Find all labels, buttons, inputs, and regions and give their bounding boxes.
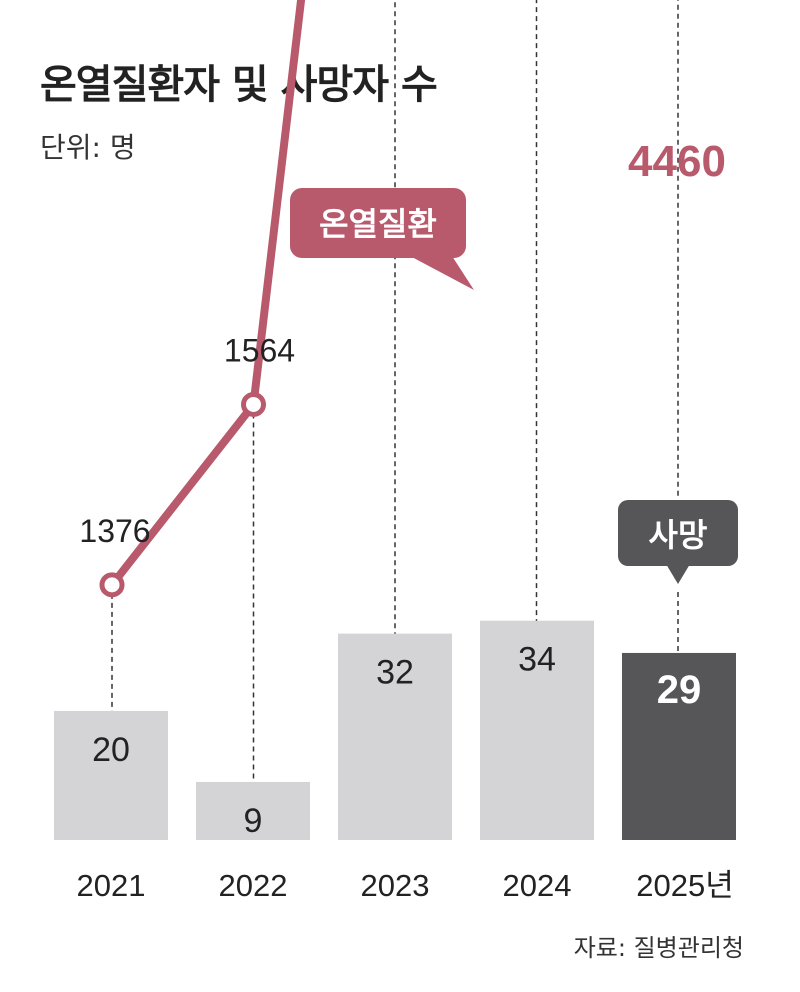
bar-2023 bbox=[338, 633, 452, 840]
category-label: 2021 bbox=[77, 868, 146, 903]
line-series-name: 온열질환 bbox=[319, 205, 437, 243]
bars-layer bbox=[54, 620, 736, 840]
category-label: 2025년 bbox=[636, 868, 733, 903]
bar-series-name: 사망 bbox=[649, 516, 708, 554]
bar-2021 bbox=[54, 711, 168, 840]
callout-pointer bbox=[666, 564, 690, 584]
source-note: 자료: 질병관리청 bbox=[573, 934, 744, 962]
category-label: 2022 bbox=[219, 868, 288, 903]
bar-value-label: 20 bbox=[92, 731, 130, 769]
guide-lines bbox=[111, 0, 679, 782]
chart-title: 온열질환자 및 사망자 수 bbox=[40, 62, 438, 108]
category-label: 2024 bbox=[503, 868, 572, 903]
line-value-label: 1376 bbox=[79, 513, 150, 549]
labels-layer: 20202192022322023342024292025년1376156428… bbox=[77, 137, 738, 903]
bar-value-label: 9 bbox=[244, 802, 263, 840]
bar-2025년 bbox=[622, 652, 736, 840]
line-series-callout bbox=[290, 188, 466, 258]
series-line-온열질환 bbox=[108, 0, 306, 588]
bar-series-callout bbox=[618, 500, 738, 566]
line-point-marker bbox=[241, 391, 266, 417]
bar-2022 bbox=[196, 781, 310, 840]
bar-value-label: 32 bbox=[376, 654, 414, 692]
bar-value-label: 29 bbox=[657, 668, 702, 712]
line-value-label: 1564 bbox=[224, 332, 295, 368]
line-point-marker bbox=[99, 572, 125, 598]
bar-2024 bbox=[480, 620, 594, 840]
callout-pointer bbox=[410, 256, 474, 290]
line-value-label-highlight: 4460 bbox=[628, 137, 726, 186]
bar-value-label: 34 bbox=[518, 641, 556, 679]
category-label: 2023 bbox=[361, 868, 430, 903]
line-layer bbox=[99, 0, 306, 598]
unit-label: 단위: 명 bbox=[40, 131, 136, 164]
